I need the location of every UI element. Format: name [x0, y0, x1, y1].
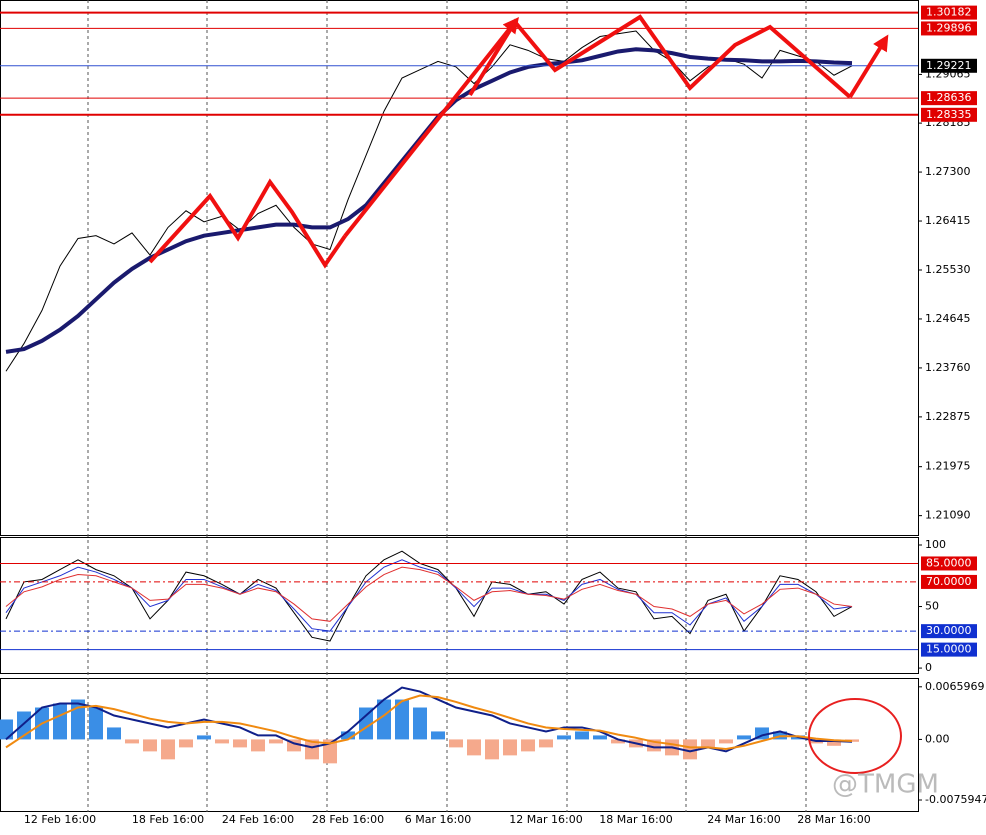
histogram-bar	[323, 739, 337, 764]
x-tick-label: 6 Mar 16:00	[405, 813, 471, 826]
histogram-bar	[593, 735, 607, 740]
histogram-bar	[287, 739, 301, 752]
histogram-bar	[233, 739, 247, 748]
y-tick-label: 1.27300	[925, 165, 971, 178]
level-label-box	[921, 58, 977, 73]
level-label: 1.29896	[926, 21, 972, 34]
pane-borders	[0, 0, 919, 812]
level-label: 85.0000	[926, 556, 972, 569]
histogram-bar	[503, 739, 517, 756]
histogram-bar	[521, 739, 535, 752]
level-label: 1.28636	[926, 91, 972, 104]
level-label-box	[921, 5, 977, 20]
y-tick-label: 1.21090	[925, 509, 971, 522]
level-label-box	[921, 91, 977, 106]
histogram-bar	[683, 739, 697, 760]
histogram-bar	[413, 707, 427, 740]
x-tick-label: 24 Feb 16:00	[222, 813, 294, 826]
series-line	[5, 566, 853, 622]
level-label-box	[921, 624, 977, 639]
y-tick-label: 1.22875	[925, 410, 971, 423]
histogram-bar	[557, 735, 571, 740]
histogram-bar	[359, 707, 373, 740]
level-label: 30.0000	[926, 624, 972, 637]
histogram-bar	[143, 739, 157, 752]
histogram-bar	[0, 719, 13, 740]
histogram-bar	[467, 739, 481, 756]
x-tick-label: 18 Mar 16:00	[599, 813, 672, 826]
x-tick-label: 18 Feb 16:00	[132, 813, 204, 826]
level-label-box	[921, 21, 977, 36]
x-tick-label: 28 Feb 16:00	[312, 813, 384, 826]
y-tick-label: 50	[925, 600, 939, 613]
y-tick-label: 1.25530	[925, 263, 971, 276]
level-label: 1.28335	[926, 108, 972, 121]
histogram-bar	[377, 699, 391, 740]
y-tick-label: 100	[925, 538, 946, 551]
histogram-bar	[449, 739, 463, 748]
x-tick-label: 12 Feb 16:00	[24, 813, 96, 826]
histogram-bar	[251, 739, 265, 752]
histogram-bar	[647, 739, 661, 752]
y-tick-label: 1.24645	[925, 312, 971, 325]
level-label-box	[921, 642, 977, 657]
level-label-box	[921, 574, 977, 589]
watermark: @TMGM	[832, 770, 939, 800]
x-tick-label: 28 Mar 16:00	[797, 813, 870, 826]
y-tick-label: 0	[925, 661, 932, 674]
level-label: 15.0000	[926, 643, 972, 656]
x-tick-label: 24 Mar 16:00	[707, 813, 780, 826]
level-label-box	[921, 107, 977, 122]
y-tick-label: 1.26415	[925, 214, 971, 227]
y-tick-label: 0.0065969	[925, 680, 985, 693]
y-tick-label: 1.21975	[925, 460, 971, 473]
series-line	[5, 694, 853, 750]
histogram-bar	[179, 739, 193, 748]
level-label-box	[921, 556, 977, 571]
histogram-bar	[161, 739, 175, 760]
series-line	[5, 550, 853, 642]
histogram-bar	[755, 727, 769, 740]
histogram-bar	[737, 735, 751, 740]
y-tick-label: 0.00	[925, 732, 950, 745]
histogram-bar	[107, 727, 121, 740]
histogram-bar	[305, 739, 319, 760]
x-tick-label: 12 Mar 16:00	[509, 813, 582, 826]
histogram-bar	[701, 739, 715, 748]
level-label: 1.30182	[926, 6, 972, 19]
histogram-bar	[539, 739, 553, 748]
level-label: 1.29221	[926, 59, 972, 72]
y-tick-label: 1.23760	[925, 361, 971, 374]
histogram-bar	[827, 739, 841, 746]
histogram-bar	[341, 731, 355, 740]
level-label: 70.0000	[926, 575, 972, 588]
histogram-bar	[197, 735, 211, 740]
histogram-bar	[215, 739, 229, 744]
histogram-bar	[395, 699, 409, 740]
histogram-bar	[269, 739, 283, 744]
histogram-bar	[431, 731, 445, 740]
histogram-bar	[611, 739, 625, 744]
histogram-bar	[485, 739, 499, 760]
highlight-circle	[808, 698, 902, 774]
histogram-bar	[89, 707, 103, 740]
histogram-bar	[53, 703, 67, 740]
zigzag-annotations	[148, 14, 889, 269]
y-tick-label: -0.0075947	[925, 793, 986, 806]
histogram-bar	[125, 739, 139, 744]
histogram-bar	[719, 739, 733, 744]
histogram-bar	[575, 731, 589, 740]
